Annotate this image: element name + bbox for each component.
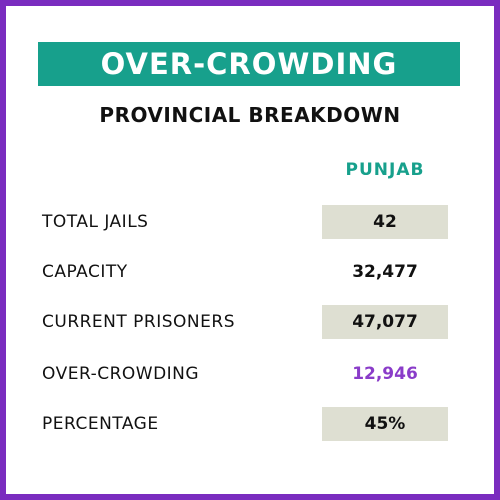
row-label-over-crowding: OVER-CROWDING [42, 364, 200, 384]
row-label-total-jails: TOTAL JAILS [42, 212, 149, 232]
row-value-percentage: 45% [322, 407, 448, 441]
title-banner: OVER-CROWDING [38, 42, 460, 86]
row-value-total-jails: 42 [322, 205, 448, 239]
row-value-over-crowding: 12,946 [352, 364, 418, 384]
title-text: OVER-CROWDING [100, 47, 398, 81]
row-label-current-prisoners: CURRENT PRISONERS [42, 312, 235, 332]
row-label-capacity: CAPACITY [42, 262, 128, 282]
subtitle: PROVINCIAL BREAKDOWN [99, 103, 401, 127]
row-value-current-prisoners: 47,077 [322, 305, 448, 339]
row-label-percentage: PERCENTAGE [42, 414, 159, 434]
region-header: PUNJAB [345, 160, 425, 180]
row-value-capacity: 32,477 [352, 262, 418, 282]
